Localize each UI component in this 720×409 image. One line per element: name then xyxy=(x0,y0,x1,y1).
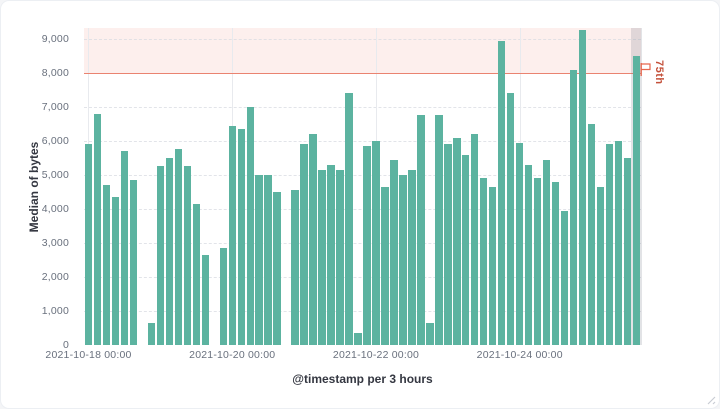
bar[interactable] xyxy=(632,55,641,345)
bar[interactable] xyxy=(336,169,344,345)
bar[interactable] xyxy=(516,142,524,345)
y-tick-label: 3,000 xyxy=(41,236,69,249)
bar[interactable] xyxy=(363,146,371,345)
bar[interactable] xyxy=(471,134,479,345)
threshold-flag-icon xyxy=(640,62,651,76)
panel-resize-handle[interactable] xyxy=(703,392,716,405)
bar[interactable] xyxy=(489,186,497,345)
y-tick-label: 0 xyxy=(62,339,69,351)
bar[interactable] xyxy=(174,149,182,345)
bar[interactable] xyxy=(417,115,425,345)
bar[interactable] xyxy=(525,164,533,345)
bar[interactable] xyxy=(165,157,174,345)
bar[interactable] xyxy=(84,144,93,345)
bar[interactable] xyxy=(192,203,200,345)
y-tick-label: 6,000 xyxy=(41,134,69,147)
y-tick-label: 5,000 xyxy=(41,168,69,181)
bar[interactable] xyxy=(327,164,335,345)
bar[interactable] xyxy=(498,40,506,345)
bar[interactable] xyxy=(480,178,488,345)
x-tick-label: 2021-10-24 00:00 xyxy=(476,349,563,361)
bar[interactable] xyxy=(542,159,551,345)
bar[interactable] xyxy=(507,93,515,345)
y-gridline xyxy=(84,106,641,108)
x-tick-label: 2021-10-18 00:00 xyxy=(45,349,132,361)
x-axis-title: @timestamp per 3 hours xyxy=(292,372,433,386)
y-gridline xyxy=(84,174,641,176)
bar[interactable] xyxy=(533,178,542,345)
bar[interactable] xyxy=(372,140,380,345)
y-tick-label: 9,000 xyxy=(41,32,69,45)
bar[interactable] xyxy=(102,185,111,345)
bar[interactable] xyxy=(246,106,254,345)
bar[interactable] xyxy=(345,93,353,345)
threshold-label: 75th xyxy=(653,59,665,85)
bar[interactable] xyxy=(596,186,605,345)
y-gridline xyxy=(84,38,641,40)
y-gridline xyxy=(84,140,641,142)
bar[interactable] xyxy=(435,115,443,345)
bar[interactable] xyxy=(390,159,398,345)
bar[interactable] xyxy=(560,210,569,345)
bar[interactable] xyxy=(381,186,389,345)
bar[interactable] xyxy=(578,30,587,345)
bar[interactable] xyxy=(228,125,236,345)
plot-area[interactable] xyxy=(84,28,643,345)
bar[interactable] xyxy=(453,137,461,345)
bar[interactable] xyxy=(147,322,156,345)
y-tick-label: 1,000 xyxy=(41,304,69,317)
bar[interactable] xyxy=(587,123,596,345)
y-gridline xyxy=(84,276,641,278)
bar[interactable] xyxy=(605,144,614,345)
threshold-line xyxy=(84,72,641,74)
y-gridline xyxy=(84,242,641,244)
bar[interactable] xyxy=(462,154,470,345)
bar[interactable] xyxy=(120,151,129,345)
bar[interactable] xyxy=(255,174,263,345)
bar[interactable] xyxy=(183,166,191,345)
threshold-shade-region xyxy=(84,28,641,73)
bar[interactable] xyxy=(444,144,452,345)
x-tick-label: 2021-10-22 00:00 xyxy=(332,349,420,361)
bar[interactable] xyxy=(129,180,138,345)
bar[interactable] xyxy=(569,69,578,345)
bar[interactable] xyxy=(219,248,227,345)
bar[interactable] xyxy=(309,134,317,345)
bar[interactable] xyxy=(551,181,560,345)
bar[interactable] xyxy=(237,129,245,345)
y-tick-label: 8,000 xyxy=(41,66,69,79)
bar[interactable] xyxy=(408,169,416,345)
y-gridline xyxy=(84,310,641,312)
bar[interactable] xyxy=(291,190,299,345)
bar[interactable] xyxy=(111,197,120,345)
bar[interactable] xyxy=(426,322,434,345)
bar[interactable] xyxy=(156,166,165,345)
bar[interactable] xyxy=(354,333,362,345)
y-tick-label: 2,000 xyxy=(41,270,69,283)
bar[interactable] xyxy=(93,113,102,345)
bar[interactable] xyxy=(201,254,209,345)
bar[interactable] xyxy=(318,169,326,345)
bar[interactable] xyxy=(300,144,308,345)
y-tick-label: 7,000 xyxy=(41,100,69,113)
y-tick-label: 4,000 xyxy=(41,202,69,215)
x-tick-label: 2021-10-20 00:00 xyxy=(189,349,276,361)
bar[interactable] xyxy=(273,191,281,345)
bar[interactable] xyxy=(614,140,623,345)
bar[interactable] xyxy=(399,174,407,345)
y-gridline xyxy=(84,208,641,210)
bar[interactable] xyxy=(264,174,272,345)
bar[interactable] xyxy=(623,157,632,345)
y-axis: 0 1,000 2,000 3,000 4,000 5,000 6,000 7,000 8,00… xyxy=(1,28,79,351)
